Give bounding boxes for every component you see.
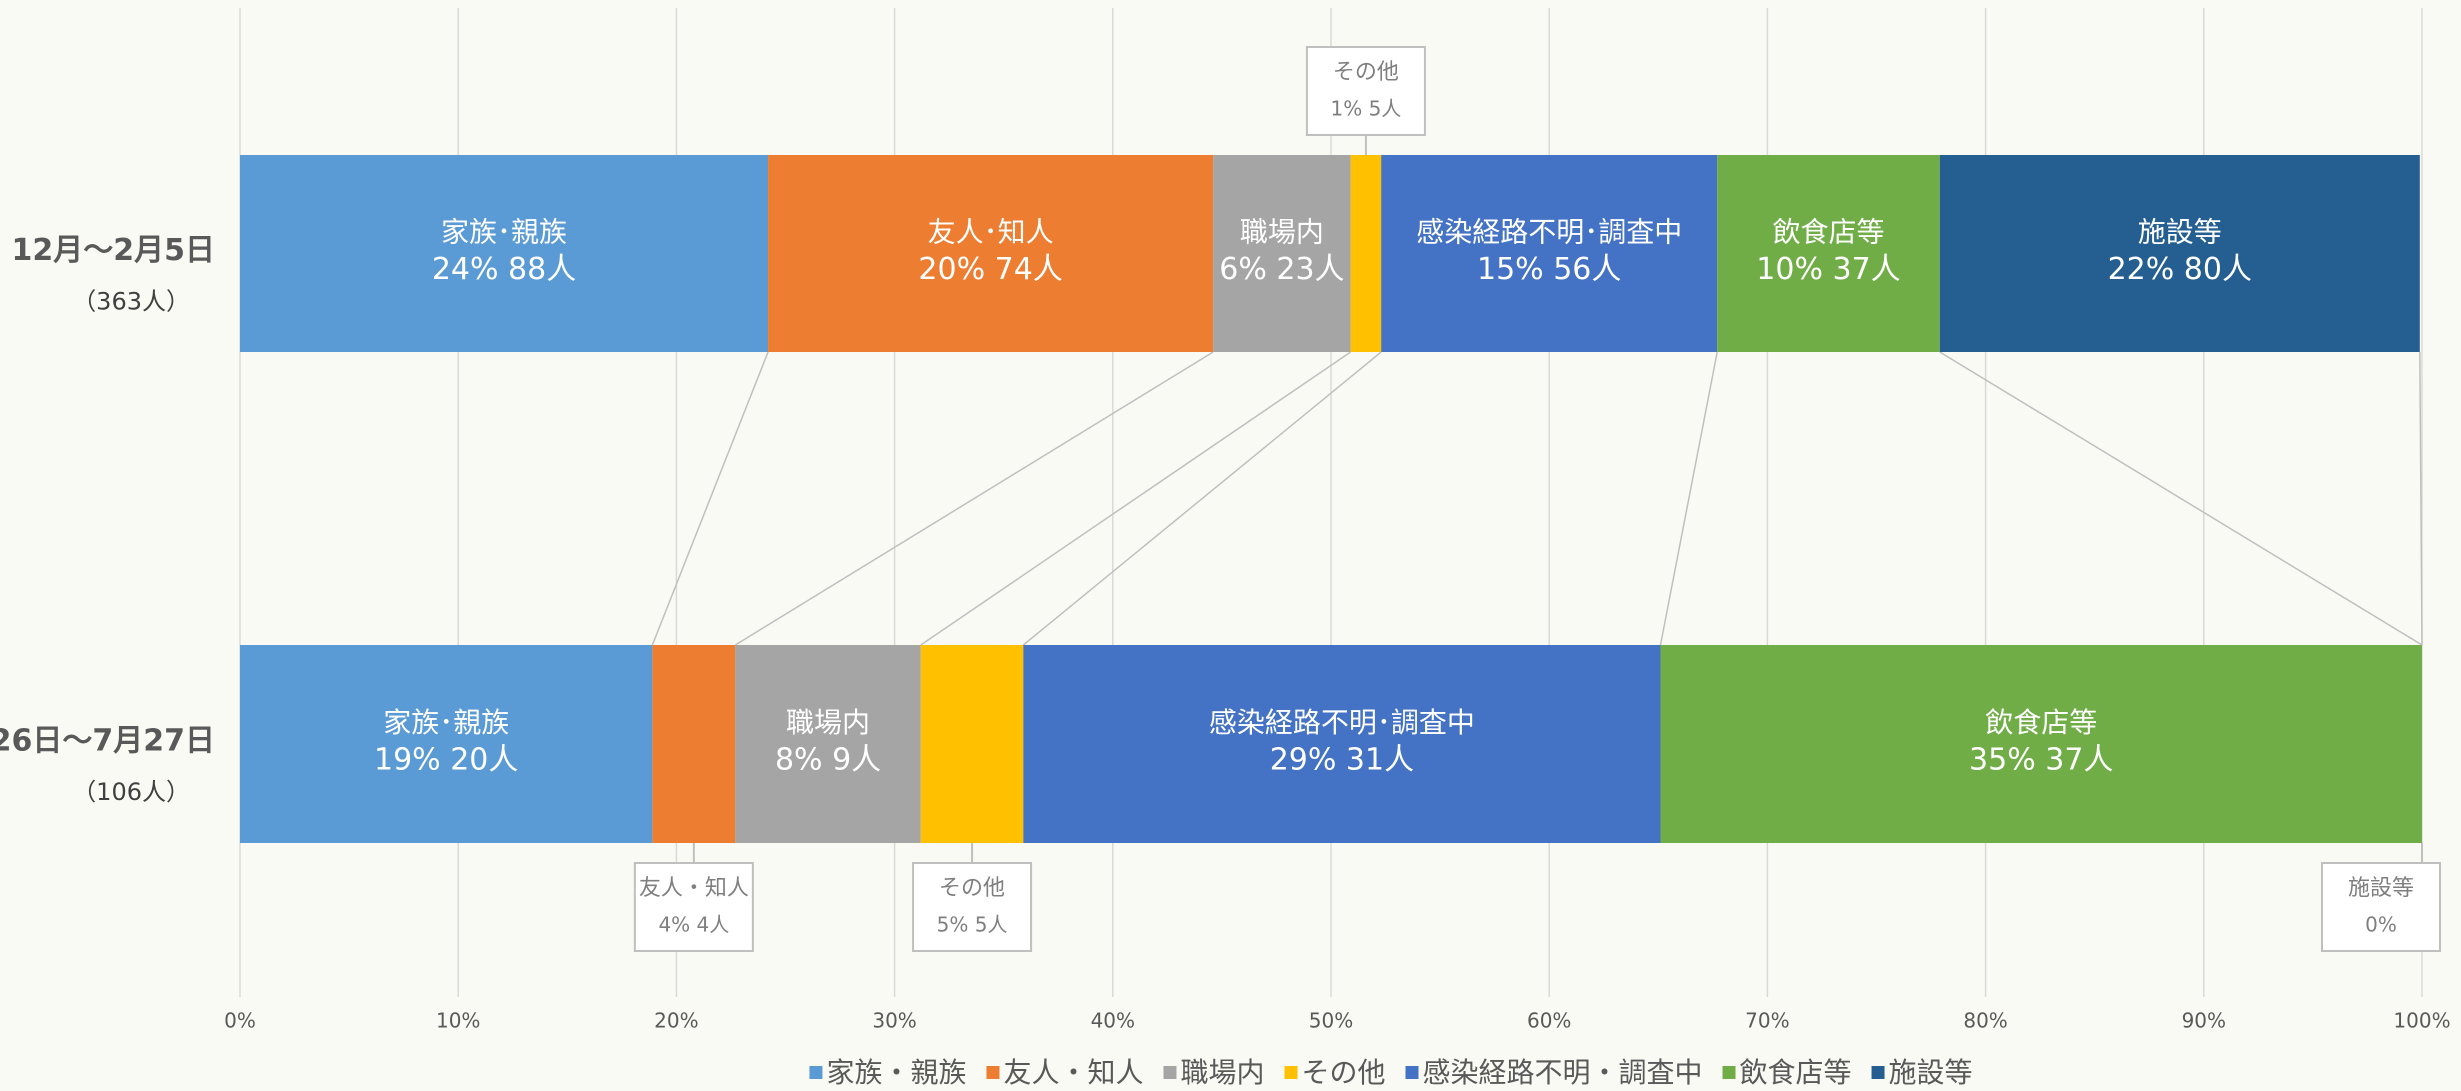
legend-swatch bbox=[1722, 1066, 1736, 1079]
legend-swatch bbox=[986, 1066, 1000, 1079]
legend-label: 家族・親族 bbox=[826, 1056, 966, 1089]
bar-segment bbox=[1939, 155, 2420, 352]
data-label: 22% 80人 bbox=[2108, 252, 2252, 287]
data-label: 6% 23人 bbox=[1219, 252, 1344, 287]
legend-swatch bbox=[1871, 1066, 1885, 1079]
segment-label: 飲食店等 bbox=[1985, 706, 2097, 739]
segment-label: 職場内 bbox=[1240, 216, 1324, 249]
callout-box bbox=[912, 862, 1033, 952]
legend-swatch bbox=[1163, 1066, 1177, 1079]
legend-swatch bbox=[1405, 1066, 1419, 1079]
x-tick-label: 90% bbox=[2182, 1009, 2226, 1033]
legend-label: 感染経路不明・調査中 bbox=[1423, 1056, 1703, 1089]
callout-label: その他 bbox=[1333, 60, 1399, 85]
x-tick-label: 20% bbox=[654, 1009, 698, 1033]
legend-label: 友人・知人 bbox=[1003, 1056, 1143, 1089]
segment-label: 家族･親族 bbox=[441, 216, 567, 249]
bar-segment bbox=[768, 155, 1214, 352]
bar-segment bbox=[1350, 155, 1382, 352]
segment-label: 感染経路不明･調査中 bbox=[1416, 216, 1682, 249]
connector bbox=[1022, 351, 1382, 646]
callout-value: 1% 5人 bbox=[1331, 97, 1402, 121]
data-label: 29% 31人 bbox=[1270, 743, 1414, 778]
connector bbox=[1659, 351, 1718, 646]
bar-segment bbox=[240, 645, 653, 843]
legend-swatch bbox=[1284, 1066, 1298, 1079]
x-tick-label: 50% bbox=[1309, 1009, 1353, 1033]
x-tick-label: 60% bbox=[1527, 1009, 1571, 1033]
legend-label: 飲食店等 bbox=[1740, 1056, 1852, 1089]
category-label: 12月～2月5日 bbox=[12, 233, 216, 268]
bar-segment bbox=[1660, 645, 2422, 843]
callout-box bbox=[2321, 862, 2441, 952]
bar-segment bbox=[1213, 155, 1351, 352]
connector bbox=[1939, 351, 2423, 646]
legend-label: その他 bbox=[1301, 1056, 1385, 1089]
callout-value: 0% bbox=[2365, 913, 2397, 937]
bar-segment bbox=[1717, 155, 1940, 352]
x-tick-label: 10% bbox=[436, 1009, 480, 1033]
data-label: 15% 56人 bbox=[1477, 252, 1621, 287]
x-tick-label: 0% bbox=[224, 1009, 256, 1033]
data-label: 35% 37人 bbox=[1969, 743, 2113, 778]
callout-value: 4% 4人 bbox=[658, 913, 729, 937]
legend-swatch bbox=[809, 1066, 823, 1079]
segment-label: 感染経路不明･調査中 bbox=[1209, 706, 1475, 739]
category-label: 26日～7月27日 bbox=[0, 724, 215, 759]
data-label: 24% 88人 bbox=[432, 252, 576, 287]
segment-label: 施設等 bbox=[2138, 216, 2222, 249]
bar-segment bbox=[920, 645, 1024, 843]
x-tick-label: 30% bbox=[872, 1009, 916, 1033]
bar-segment bbox=[735, 645, 921, 843]
segment-label: 飲食店等 bbox=[1772, 216, 1884, 249]
bar-segment bbox=[1381, 155, 1718, 352]
callout-label: その他 bbox=[939, 876, 1005, 901]
x-tick-label: 70% bbox=[1745, 1009, 1789, 1033]
segment-label: 友人･知人 bbox=[928, 216, 1054, 249]
bar-segment bbox=[1023, 645, 1661, 843]
segment-label: 家族･親族 bbox=[383, 706, 509, 739]
data-label: 19% 20人 bbox=[374, 743, 518, 778]
legend: 家族・親族 友人・知人 職場内 その他 感染経路不明・調査中 飲食店等 施設等 bbox=[809, 1056, 1973, 1089]
connector bbox=[651, 351, 769, 646]
category-note: （106人） bbox=[72, 778, 190, 806]
legend-label: 施設等 bbox=[1889, 1056, 1973, 1089]
callout-label: 友人・知人 bbox=[639, 876, 749, 901]
legend-label: 職場内 bbox=[1180, 1056, 1264, 1089]
x-tick-label: 40% bbox=[1091, 1009, 1135, 1033]
callout-label: 施設等 bbox=[2348, 876, 2414, 901]
data-label: 10% 37人 bbox=[1756, 252, 1900, 287]
bar-segment bbox=[240, 155, 769, 352]
x-tick-label: 80% bbox=[1963, 1009, 2007, 1033]
connector bbox=[920, 351, 1352, 646]
connector bbox=[734, 351, 1214, 646]
callout-value: 5% 5人 bbox=[937, 913, 1008, 937]
category-note: （363人） bbox=[72, 288, 190, 316]
data-label: 8% 9人 bbox=[775, 743, 881, 778]
connector bbox=[2419, 351, 2423, 646]
data-label: 20% 74人 bbox=[918, 252, 1062, 287]
bar-segment bbox=[652, 645, 736, 843]
segment-label: 職場内 bbox=[786, 706, 870, 739]
x-tick-label: 100% bbox=[2393, 1009, 2450, 1033]
